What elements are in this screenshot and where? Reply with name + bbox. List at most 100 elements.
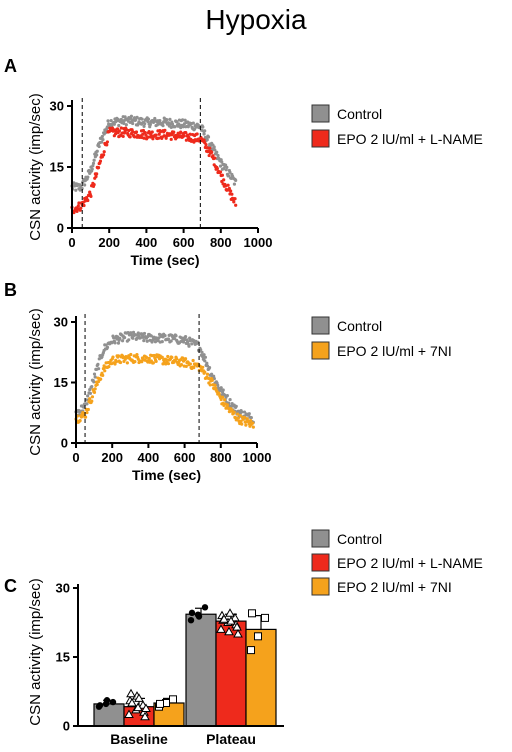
data-point [77,201,81,205]
data-point [111,355,115,359]
data-point [212,145,216,149]
data-point [213,156,217,160]
data-point [154,359,158,363]
individual-point [225,608,235,617]
data-point [86,394,90,398]
x-tick-label: 1000 [244,235,273,250]
data-point [118,360,123,365]
data-point [249,416,253,420]
data-point [210,150,214,154]
individual-point [127,697,137,707]
page-title: Hypoxia [205,4,307,35]
data-point [169,137,173,141]
data-point [221,388,225,392]
data-point [218,170,223,174]
individual-point [230,612,240,622]
data-point [142,331,147,336]
legend-label: EPO 2 lU/ml + 7NI [337,579,452,595]
bar [245,628,277,727]
y-tick-label: 30 [56,581,70,596]
data-point [187,344,191,348]
data-point [150,130,154,134]
data-point [90,399,94,403]
data-point [228,397,232,402]
data-point [123,115,127,119]
data-point [72,181,76,185]
individual-point [226,616,236,625]
individual-point [140,711,150,721]
data-point [191,121,195,125]
data-point [103,130,108,135]
data-point [206,135,211,139]
data-point [232,200,236,204]
individual-point [233,628,243,638]
data-point [109,118,113,123]
data-point [216,153,220,158]
data-point [234,178,238,182]
x-tick-label: 200 [101,450,123,465]
data-point [225,403,229,407]
legend-label: Control [337,318,382,334]
data-point [85,410,89,415]
y-tick-label: 0 [57,221,64,236]
data-point [131,336,135,340]
y-tick-label: 30 [50,99,64,114]
data-point [140,360,144,364]
data-point [245,417,249,421]
data-point [202,132,206,136]
data-point [93,375,97,379]
data-point [210,372,214,376]
data-point [236,416,240,420]
data-point [90,384,94,389]
data-point [227,174,231,178]
data-point [218,164,223,168]
data-point [163,128,167,132]
data-point [230,192,234,196]
data-point [188,362,192,366]
data-point [121,134,125,139]
data-point [83,415,88,419]
data-point [88,388,92,392]
individual-point [133,702,143,712]
data-point [99,377,103,381]
data-point [146,117,151,121]
individual-point [169,695,177,704]
data-point [203,129,207,133]
y-tick-label: 15 [56,650,70,665]
legend-swatch [311,577,330,596]
data-point [223,184,228,188]
legend-swatch [311,104,330,123]
data-point [117,123,121,128]
data-point [175,357,179,361]
data-point [117,129,121,133]
data-point [140,117,144,121]
data-point [129,114,134,118]
data-point [224,168,228,172]
data-point [131,330,136,334]
data-point [228,170,232,174]
legend-label: EPO 2 lU/ml + L-NAME [337,131,483,147]
data-point [173,125,177,129]
data-point [184,131,188,135]
data-point [181,340,186,344]
data-point [101,373,105,378]
data-point [95,382,99,387]
data-point [146,119,150,124]
data-point [200,350,204,354]
data-point [94,174,98,179]
individual-point [261,613,269,622]
data-point [215,150,219,154]
individual-point [254,632,262,641]
data-point [179,130,183,134]
data-point [128,135,132,139]
data-point [145,339,149,343]
data-point [214,386,218,390]
data-point [114,359,119,364]
individual-point [187,617,195,624]
data-point [192,366,196,370]
data-point [186,339,190,344]
data-point [244,423,248,427]
data-point [202,353,206,357]
data-point [106,119,110,123]
data-point [101,153,106,157]
